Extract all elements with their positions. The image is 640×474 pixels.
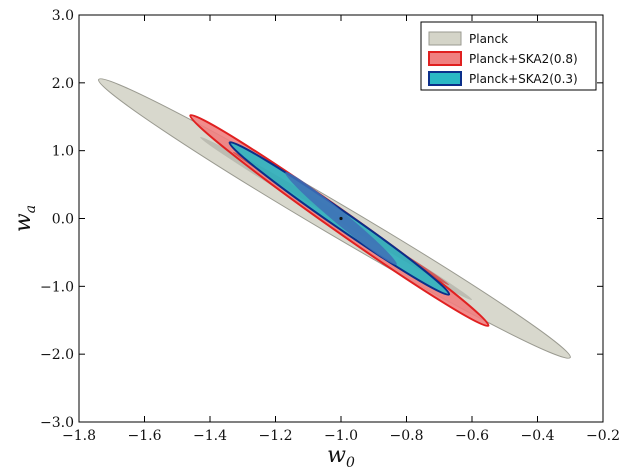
x-axis-title-sub: 0	[346, 455, 355, 469]
x-axis-title-main: w	[327, 443, 346, 468]
y-axis-title-sub: a	[23, 205, 39, 213]
y-tick-label: −3.0	[40, 415, 74, 431]
legend-label: Planck+SKA2(0.8)	[469, 52, 578, 66]
plot-area	[98, 78, 571, 359]
y-tick-label: 0.0	[52, 212, 74, 228]
x-tick-label: −1.2	[259, 428, 293, 444]
y-tick-label: 3.0	[52, 8, 74, 24]
axes: −1.8 −1.6 −1.4 −1.2 −1.0 −0.8 −0.6 −0.4 −0.2 −3.0…	[11, 8, 620, 471]
x-axis-title: w0	[327, 443, 355, 469]
y-tick-label: 2.0	[52, 76, 74, 92]
x-tick-label: −0.8	[390, 428, 424, 444]
legend-label: Planck+SKA2(0.3)	[469, 72, 578, 86]
fiducial-point	[339, 216, 343, 221]
x-tick-label: −1.6	[128, 428, 162, 444]
y-tick-label: −2.0	[40, 347, 74, 363]
y-axis-title: wa	[11, 205, 39, 232]
legend-swatch	[428, 51, 462, 66]
x-tick-label: −0.6	[455, 428, 489, 444]
x-tick-label: −0.2	[586, 428, 620, 444]
legend: Planck Planck+SKA2(0.8) Planck+SKA2(0.3)	[420, 21, 597, 91]
y-tick-label: 1.0	[52, 144, 74, 160]
x-tick-label: −1.0	[324, 428, 358, 444]
x-tick-label: −1.4	[193, 428, 227, 444]
legend-label: Planck	[469, 32, 508, 46]
legend-swatch	[428, 71, 462, 86]
x-tick-label: −0.4	[521, 428, 555, 444]
x-tick-label: −1.8	[62, 428, 96, 444]
y-axis-title-main: w	[11, 213, 36, 232]
y-tick-label: −1.0	[40, 279, 74, 295]
legend-swatch	[428, 31, 462, 46]
